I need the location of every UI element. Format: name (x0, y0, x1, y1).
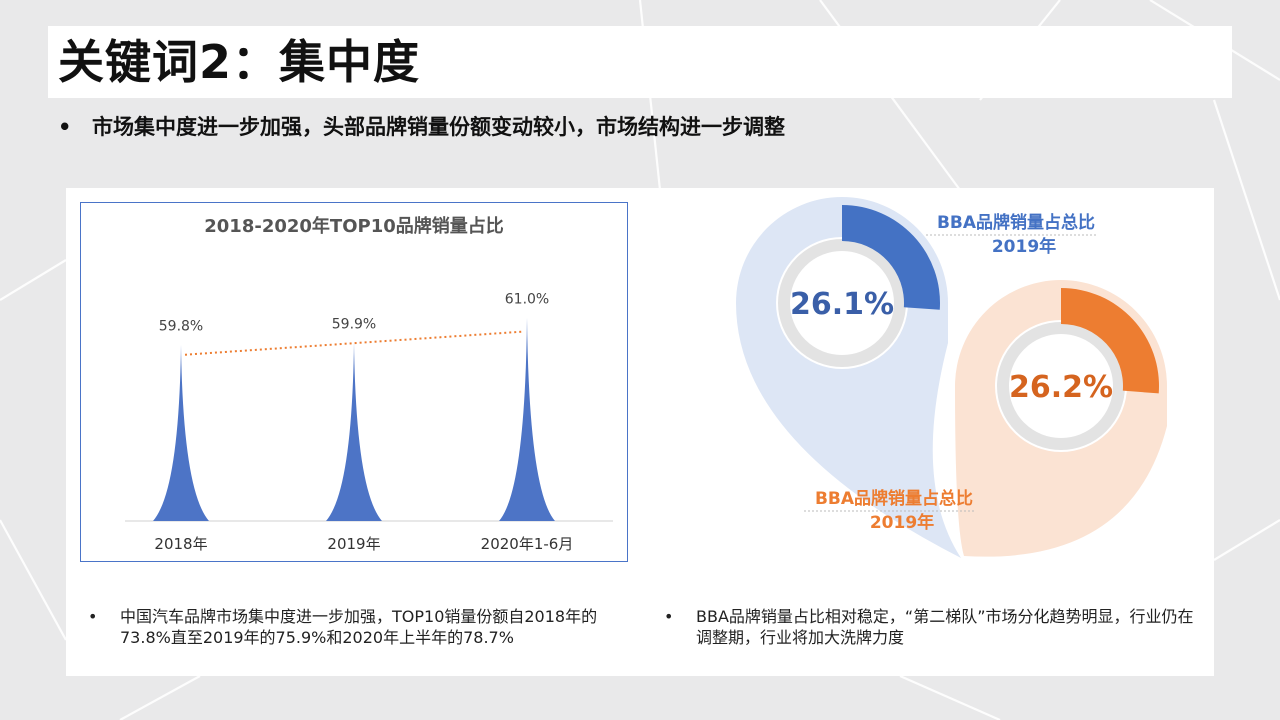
donut-caption-line-1: BBA品牌销量占总比 (815, 488, 973, 509)
donut-caption-line-2: 2019年 (992, 236, 1056, 257)
donut-orange: 26.2% BBA品牌销量占总比 2019年 (804, 280, 1167, 557)
bullet-marker: • (664, 607, 674, 626)
bullet-marker: • (88, 607, 98, 626)
donut-value-label: 26.1% (790, 287, 894, 322)
category-label-1: 2018年 (154, 535, 207, 553)
chart-title: 2018-2020年TOP10品牌销量占比 (204, 215, 504, 237)
category-label-2: 2019年 (327, 535, 380, 553)
title-bar: 关键词2：集中度 (48, 26, 1232, 98)
data-label-3: 61.0% (505, 292, 549, 308)
donut-inner-disc (995, 320, 1127, 452)
bullet-right: • BBA品牌销量占比相对稳定，“第二梯队”市场分化趋势明显，行业仍在调整期，行… (664, 606, 1204, 648)
data-label-1: 59.8% (159, 319, 203, 335)
bullet-text: 中国汽车品牌市场集中度进一步加强，TOP10销量份额自2018年的73.8%直至… (120, 607, 598, 647)
bar-chart-frame: 2018-2020年TOP10品牌销量占比 59.8% 2018年 59.9% 201… (80, 202, 628, 562)
subtitle-bullet: • (58, 115, 72, 139)
page-title: 关键词2：集中度 (58, 35, 421, 89)
content-panel: 2018-2020年TOP10品牌销量占比 59.8% 2018年 59.9% 201… (66, 188, 1214, 676)
donut-value-wedge (1061, 288, 1159, 394)
bba-share-donuts: 26.1% BBA品牌销量占总比 2019年 26.2% BBA品牌销量占总比 2019年 (736, 197, 1167, 558)
category-label-3: 2020年1-6月 (481, 535, 574, 553)
donut-value-label: 26.2% (1009, 370, 1113, 405)
data-label-2: 59.9% (332, 316, 376, 332)
subtitle: • 市场集中度进一步加强，头部品牌销量份额变动较小，市场结构进一步调整 (58, 112, 785, 142)
bullet-text: BBA品牌销量占比相对稳定，“第二梯队”市场分化趋势明显，行业仍在调整期，行业将… (696, 607, 1194, 647)
donut-value-wedge (842, 205, 940, 310)
bullet-left: • 中国汽车品牌市场集中度进一步加强，TOP10销量份额自2018年的73.8%… (88, 606, 608, 648)
bar-1 (153, 344, 209, 521)
donut-blue: 26.1% BBA品牌销量占总比 2019年 (736, 197, 1096, 558)
donut-track (997, 322, 1125, 450)
trend-line (184, 330, 524, 356)
donut-caption-line-1: BBA品牌销量占总比 (937, 212, 1095, 233)
bar-3 (499, 317, 555, 521)
subtitle-text: 市场集中度进一步加强，头部品牌销量份额变动较小，市场结构进一步调整 (92, 115, 785, 139)
bar-2 (326, 342, 382, 521)
donut-inner-disc (776, 237, 908, 369)
top10-share-chart: 2018-2020年TOP10品牌销量占比 59.8% 2018年 59.9% 201… (125, 215, 613, 553)
donut-caption-line-2: 2019年 (870, 512, 934, 533)
donut-track (778, 239, 906, 367)
